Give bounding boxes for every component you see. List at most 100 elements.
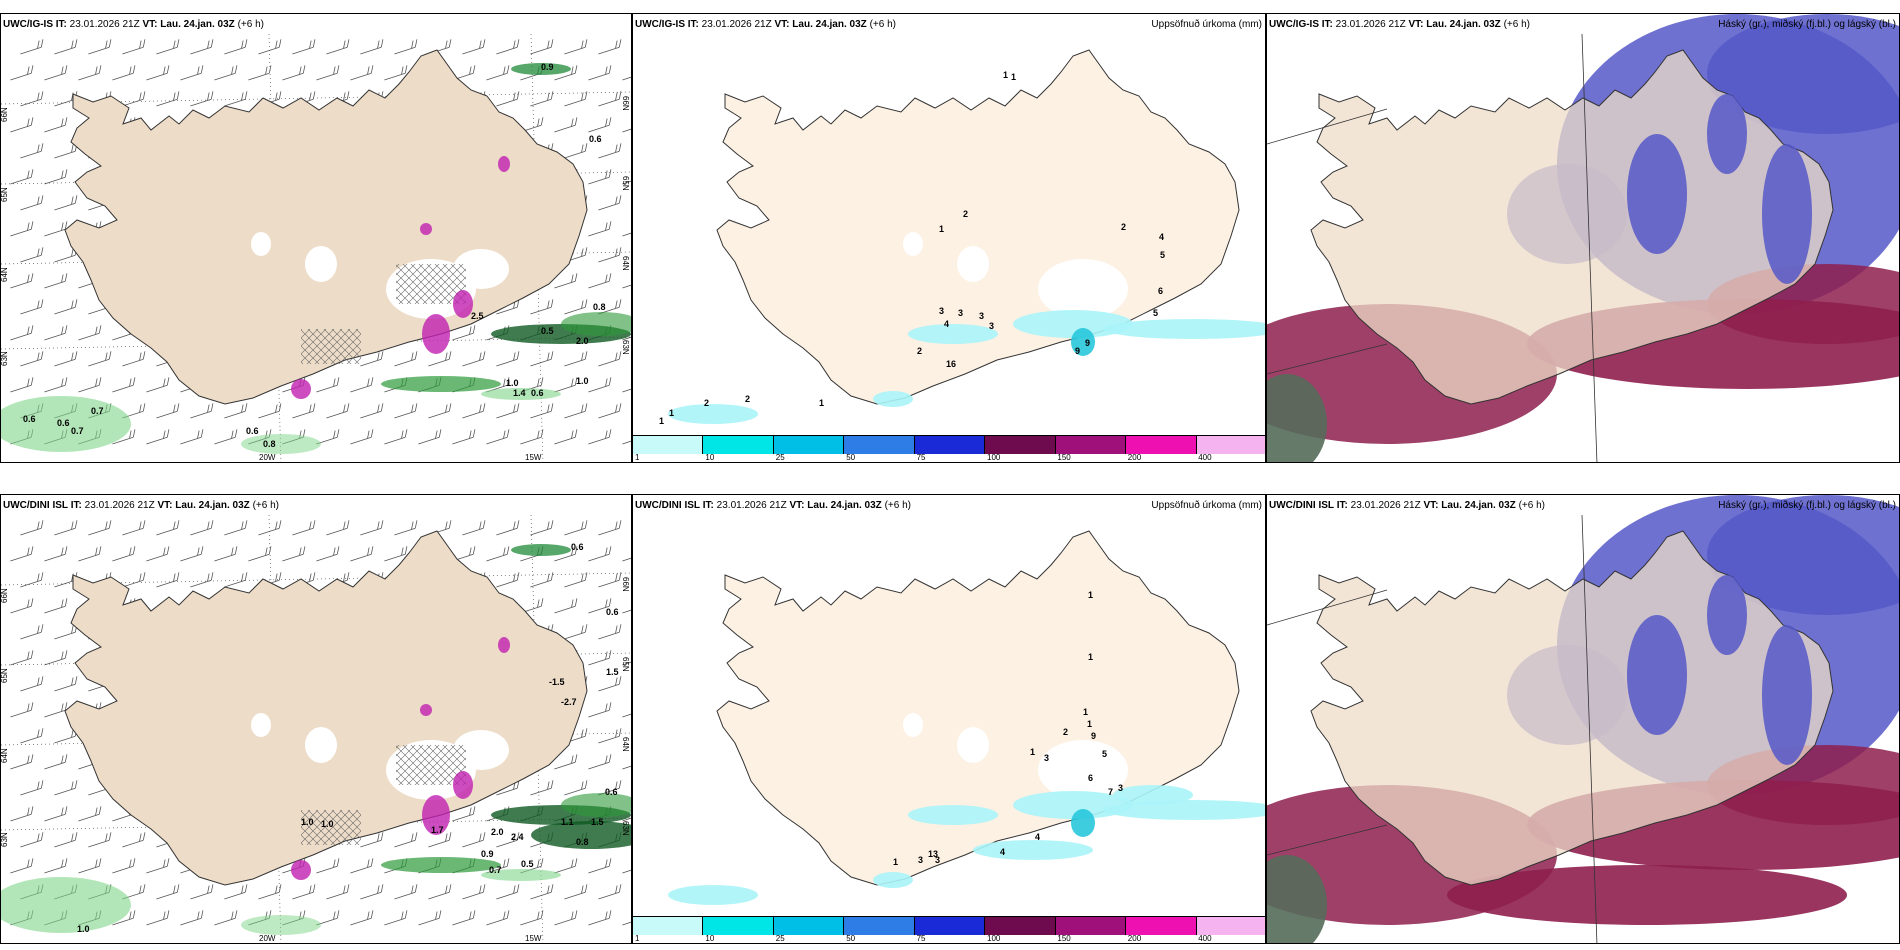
precip-value-label: 9 — [1091, 731, 1096, 741]
wind-barb — [258, 403, 282, 419]
wind-barb — [350, 546, 374, 562]
precip-area — [668, 885, 758, 905]
cloud-map — [1267, 495, 1899, 943]
precip-value-label: 16 — [946, 359, 956, 369]
wind-barb — [78, 546, 102, 562]
wind-barb — [598, 572, 622, 588]
wind-barb — [564, 299, 588, 315]
wind-barb — [44, 598, 68, 614]
wind-value-label: 0.7 — [489, 865, 502, 875]
wind-barb — [326, 403, 350, 419]
wind-value-label: 1.0 — [576, 376, 589, 386]
wind-barb — [44, 702, 68, 718]
iceland-land — [64, 49, 588, 405]
lat-label: 63N — [621, 340, 630, 355]
colorbar-tick: 25 — [775, 934, 785, 943]
wind-barb — [486, 910, 510, 926]
wind-barb — [350, 910, 374, 926]
glacier — [453, 249, 509, 289]
title-vt: Lau. 24.jan. 03Z — [807, 500, 882, 511]
wind-barb — [622, 280, 631, 289]
iceland-land — [1310, 530, 1834, 886]
wind-value-label: 1.5 — [606, 667, 619, 677]
wind-barb — [622, 228, 631, 237]
colorbar-swatch — [985, 436, 1056, 454]
lat-label: 63N — [1, 832, 9, 847]
colorbar-tick: 400 — [1198, 453, 1212, 462]
wind-barb — [20, 195, 44, 211]
wind-barb — [156, 91, 180, 107]
wind-barb — [224, 884, 248, 900]
wind-barb — [10, 650, 34, 666]
wind-barb — [598, 39, 622, 55]
wind-value-label: 0.9 — [541, 62, 554, 72]
wind-barb — [622, 917, 631, 926]
colorbar-ticks: 1 10 25 50 75 100 150 200 400 — [633, 453, 1265, 462]
wind-barb — [520, 429, 544, 445]
precip-shade — [381, 376, 501, 392]
wind-barb — [156, 403, 180, 419]
wind-barb — [530, 403, 554, 419]
wind-barb — [20, 351, 44, 367]
title-it-label: IT: — [55, 19, 67, 30]
title-it-label: IT: — [687, 19, 699, 30]
wind-barb — [180, 546, 204, 562]
panel-title: UWC/DINI ISL IT: 23.01.2026 21Z VT: Lau.… — [1269, 500, 1545, 511]
colorbar-swatch — [985, 917, 1056, 935]
wind-barb — [122, 832, 146, 848]
wind-barb — [156, 572, 180, 588]
lat-label: 64N — [621, 737, 630, 752]
precip-value-label: 1 — [1083, 707, 1088, 717]
wind-value-label: 1.5 — [591, 817, 604, 827]
wind-barb — [78, 65, 102, 81]
glacier — [1038, 259, 1128, 319]
wind-barb — [554, 910, 578, 926]
colorbar-tick: 50 — [846, 453, 856, 462]
panel-title: UWC/IG-IS IT: 23.01.2026 21Z VT: Lau. 24… — [635, 19, 896, 30]
title-lead: (+6 h) — [869, 19, 896, 30]
wind-barb — [10, 598, 34, 614]
wind-barb — [20, 143, 44, 159]
colorbar-tick: 400 — [1198, 934, 1212, 943]
precip-area — [1013, 310, 1133, 338]
wind-barb — [44, 806, 68, 822]
title-vt-label: VT: — [774, 19, 790, 30]
wind-barb — [384, 429, 408, 445]
wind-barb — [428, 403, 452, 419]
panel-precip-dini: 1 1 2 1 1 9 5 1 3 3 7 6 4 4 13 3 3 1 1 10 25 50 75 100 150 200 400… — [632, 494, 1266, 944]
colorbar-tick: 50 — [846, 934, 856, 943]
wind-barb — [622, 332, 631, 341]
wind-barb — [146, 429, 170, 445]
wind-barb — [496, 403, 520, 419]
lon-label: 20W — [259, 934, 276, 943]
wind-value-label: -1.5 — [549, 677, 565, 687]
wind-barb — [214, 429, 238, 445]
wind-barb — [554, 273, 578, 289]
convective-cell — [291, 860, 311, 880]
wind-barb — [146, 910, 170, 926]
precip-value-label: 2 — [963, 209, 968, 219]
precip-area — [908, 805, 998, 825]
wind-barb — [462, 403, 486, 419]
wind-barb — [122, 39, 146, 55]
precip-shade — [241, 915, 321, 935]
panel-title: UWC/DINI ISL IT: 23.01.2026 21Z VT: Lau.… — [635, 500, 911, 511]
wind-barb — [462, 832, 486, 848]
wind-barb — [428, 884, 452, 900]
wind-value-label: 2.0 — [576, 336, 589, 346]
colorbar-swatch — [703, 917, 774, 935]
wind-barb — [598, 351, 622, 367]
wind-barb — [292, 884, 316, 900]
low-cloud — [1707, 94, 1747, 174]
wind-barb — [496, 351, 520, 367]
wind-barb — [384, 546, 408, 562]
title-model: UWC/DINI ISL — [1269, 500, 1334, 511]
wind-barb — [10, 117, 34, 133]
precip-value-label: 1 — [1088, 590, 1093, 600]
wind-barb — [564, 780, 588, 796]
precip-shade — [561, 793, 631, 817]
precip-area — [1103, 319, 1265, 339]
wind-barb — [112, 429, 136, 445]
wind-barb — [588, 377, 612, 393]
colorbar-tick: 200 — [1127, 453, 1142, 462]
